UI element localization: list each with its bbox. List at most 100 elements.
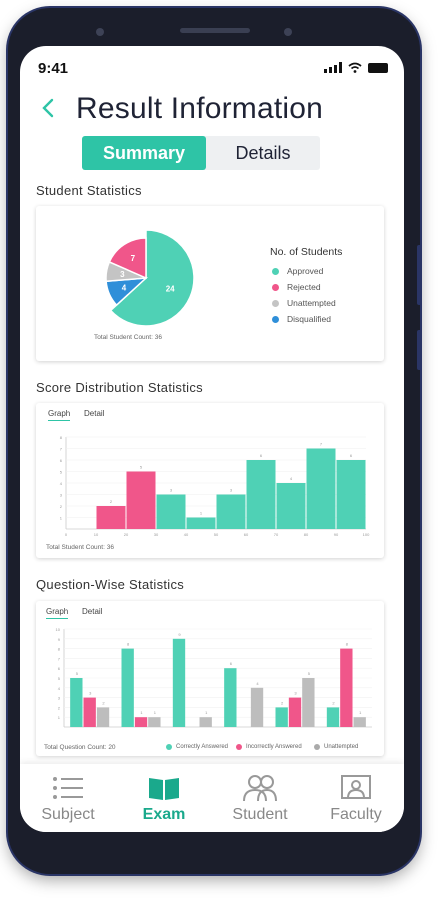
graph-tab[interactable]: Graph: [46, 607, 69, 619]
open-book-icon: [149, 778, 179, 800]
bar-value-label: 3: [89, 691, 92, 696]
legend-unattempted-q: Unattempted: [314, 744, 358, 750]
tab-details[interactable]: Details: [235, 143, 291, 163]
question-bar: [172, 638, 186, 727]
pie-slice-rejected: [108, 237, 147, 280]
bar-value-label: 4: [256, 681, 259, 686]
bar-value-label: 6: [230, 661, 233, 666]
legend-unattempted: Unattempted: [272, 298, 336, 308]
pie-chart: 24 4 37: [105, 229, 195, 327]
legend-approved: Approved: [272, 266, 323, 276]
y-tick-label: 7: [60, 447, 63, 452]
status-time: 9:41: [38, 60, 69, 77]
tab-summary[interactable]: Summary: [82, 136, 206, 170]
nav-exam[interactable]: Exam: [116, 764, 212, 832]
bar-value-label: 3: [170, 488, 173, 493]
pie-slice-approved: [109, 229, 195, 327]
bar-value-label: 7: [320, 442, 323, 447]
page-title: Result Information: [76, 92, 324, 125]
bar-value-label: 3: [294, 691, 297, 696]
question-wise-title: Question-Wise Statistics: [36, 577, 185, 592]
y-tick-label: 2: [58, 705, 61, 710]
y-tick-label: 6: [60, 458, 63, 463]
student-stats-card: 24 4 3 7 No. of Students Approved Rejected …: [36, 206, 384, 361]
detail-tab[interactable]: Detail: [82, 607, 103, 616]
pie-value-label: 3: [120, 270, 125, 279]
score-bar-40-50: [186, 517, 216, 529]
bar-value-label: 5: [140, 465, 143, 470]
bar-value-label: 2: [281, 700, 284, 705]
score-bar-90-100: [336, 460, 366, 529]
y-tick-label: 6: [58, 666, 61, 671]
question-bar: [275, 707, 288, 727]
y-tick-label: 1: [60, 516, 63, 521]
pie-value-label: 4: [122, 284, 127, 293]
legend-rejected: Rejected: [272, 282, 321, 292]
bar-value-label: 1: [200, 511, 203, 516]
bar-value-label: 2: [332, 700, 335, 705]
tab-bar: Summary Details: [82, 136, 320, 170]
x-tick-label: 60: [244, 532, 249, 537]
x-tick-label: 10: [94, 532, 99, 537]
y-tick-label: 10: [56, 627, 61, 632]
question-bar: [121, 648, 134, 727]
bar-value-label: 5: [76, 671, 79, 676]
legend-disqualified: Disqualified: [272, 314, 331, 324]
question-bar: [250, 687, 264, 727]
y-tick-label: 5: [60, 470, 63, 475]
side-button: [417, 330, 422, 370]
bar-value-label: 9: [178, 632, 181, 637]
question-bar: [288, 697, 302, 727]
y-tick-label: 9: [58, 637, 61, 642]
bar-value-label: 1: [205, 710, 208, 715]
student-stats-title: Student Statistics: [36, 183, 142, 198]
y-tick-label: 2: [60, 504, 63, 509]
question-wise-card: Graph Detail 1 2 3 4 5 6 7 8 9 10 5 8 9 6 2 2 3 1 3 8 2 1 1 4 5 1…: [36, 601, 384, 756]
score-bar-70-80: [276, 483, 306, 529]
nav-faculty[interactable]: Faculty: [308, 764, 404, 832]
nav-label: Subject: [41, 806, 95, 823]
x-tick-label: 40: [184, 532, 189, 537]
score-dist-card: Graph Detail 1 2 3 4 5 6 7 8 0 10 20 30 40 50 60 70 80 90…: [36, 403, 384, 558]
nav-student[interactable]: Student: [212, 764, 308, 832]
pie-value-label: 24: [166, 285, 175, 294]
question-bar: [148, 717, 161, 727]
question-bar: [353, 717, 366, 727]
question-bar: [326, 707, 340, 727]
bar-value-label: 1: [154, 710, 157, 715]
legend-correct: Correctly Answered: [166, 744, 228, 750]
score-bar-80-90: [306, 448, 336, 529]
x-tick-label: 50: [214, 532, 219, 537]
list-icon: [53, 777, 83, 799]
x-tick-label: 80: [304, 532, 309, 537]
y-tick-label: 8: [60, 435, 63, 440]
nav-label: Student: [232, 806, 288, 823]
x-tick-label: 70: [274, 532, 279, 537]
question-wise-chart: 1 2 3 4 5 6 7 8 9 10 5 8 9 6 2 2 3 1 3 8 2 1 1 4 5 1: [56, 627, 372, 728]
graph-tab[interactable]: Graph: [48, 409, 71, 421]
question-bar: [224, 668, 237, 727]
question-bar: [96, 707, 110, 727]
bar-value-label: 1: [359, 710, 362, 715]
bar-value-label: 5: [308, 671, 311, 676]
bottom-nav: Subject Exam Student Faculty: [20, 764, 404, 832]
x-tick-label: 0: [65, 532, 68, 537]
bar-value-label: 2: [110, 499, 113, 504]
nav-label: Exam: [142, 806, 186, 823]
detail-tab[interactable]: Detail: [84, 409, 105, 418]
x-tick-label: 100: [363, 532, 370, 537]
back-button[interactable]: [38, 96, 58, 120]
y-tick-label: 3: [58, 696, 61, 701]
score-bar-10-20: [96, 506, 126, 529]
nav-subject[interactable]: Subject: [20, 764, 116, 832]
bar-value-label: 6: [260, 453, 263, 458]
bar-value-label: 2: [102, 700, 105, 705]
people-icon: [243, 775, 277, 802]
score-bar-50-60: [216, 494, 246, 529]
side-button: [417, 245, 422, 305]
legend-incorrect: Incorrectly Answered: [236, 744, 302, 750]
status-bar: 9:41: [20, 46, 404, 86]
question-bar: [199, 717, 212, 727]
chevron-left-icon: [42, 98, 54, 118]
y-tick-label: 3: [60, 493, 63, 498]
